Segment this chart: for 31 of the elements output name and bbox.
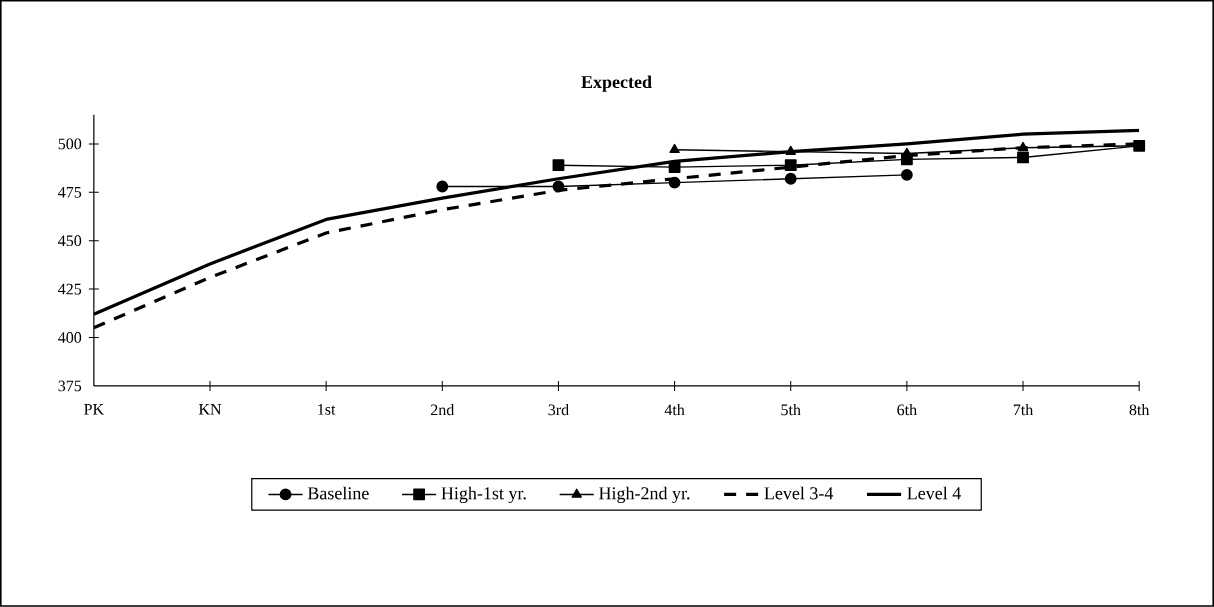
- legend-label: Baseline: [307, 486, 369, 500]
- point: [784, 172, 797, 185]
- x-tick-label: 7th: [1013, 404, 1034, 416]
- y-tick-label: 375: [58, 380, 82, 392]
- x-tick-label: 5th: [781, 404, 801, 416]
- y-tick-label: 475: [58, 187, 82, 198]
- point: [552, 180, 565, 193]
- y-tick-label: 400: [58, 332, 82, 344]
- x-tick-label: PK: [84, 404, 104, 415]
- legend-label: High-2nd yr.: [599, 486, 690, 504]
- point: [784, 159, 797, 172]
- y-tick-label: 450: [58, 235, 82, 247]
- point: [900, 169, 913, 181]
- point: [1017, 151, 1029, 164]
- point: [436, 180, 449, 193]
- x-tick-label: 2nd: [430, 404, 455, 416]
- x-tick-label: 1st: [318, 404, 336, 415]
- chart-title: Expected: [581, 75, 652, 92]
- y-tick-label: 500: [58, 138, 82, 150]
- point: [668, 161, 681, 174]
- legend-label: High-1st yr.: [441, 486, 526, 504]
- point: [668, 176, 681, 189]
- x-tick-label: 8th: [1129, 404, 1150, 416]
- x-tick-label: 4th: [664, 404, 685, 416]
- legend-label: Level 4: [907, 486, 961, 500]
- x-tick-label: KN: [198, 404, 222, 415]
- x-tick-label: 6th: [897, 404, 917, 416]
- point: [552, 159, 565, 172]
- y-tick-label: 425: [58, 283, 82, 295]
- x-tick-label: 3rd: [548, 404, 569, 416]
- legend-label: Level 3-4: [764, 486, 834, 500]
